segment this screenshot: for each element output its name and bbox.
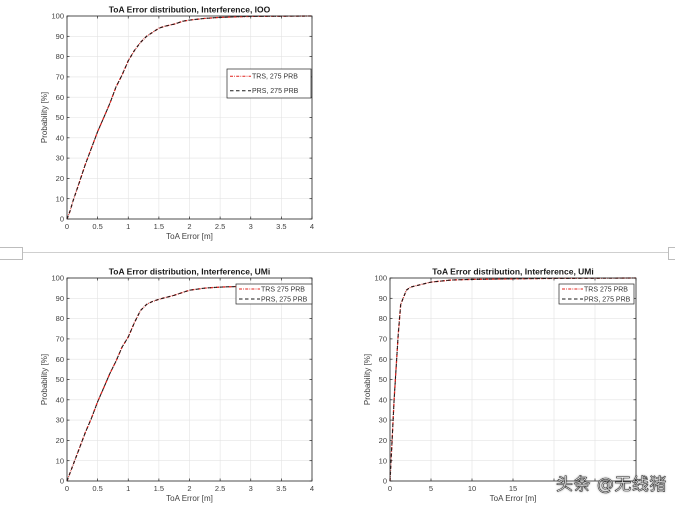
chart-title: ToA Error distribution, Interference, IO…	[109, 5, 271, 15]
y-tick-label: 20	[56, 174, 64, 183]
y-tick-label: 60	[56, 355, 64, 364]
y-tick-label: 60	[379, 355, 387, 364]
chart-umi-full: 0 5 10 15 0 10 20 30 40 50 60 70 80 90 100 ToA Error di…	[363, 267, 637, 503]
axes-frame	[389, 277, 637, 482]
x-tick-label: 3.5	[276, 222, 286, 231]
y-tick-label: 50	[56, 375, 64, 384]
y-tick-label: 60	[56, 93, 64, 102]
legend: TRS 275 PRB PRS, 275 PRB	[235, 283, 313, 305]
y-tick-label: 100	[51, 274, 64, 283]
x-tick-label: 10	[468, 484, 476, 493]
y-tick-label: 20	[379, 436, 387, 445]
x-tick-label: 2	[187, 484, 191, 493]
x-tick-label: 2	[187, 222, 191, 231]
y-tick-label: 40	[56, 133, 64, 142]
series-line-prs	[66, 284, 313, 482]
y-tick-label: 30	[56, 416, 64, 425]
y-tick-label: 90	[379, 294, 387, 303]
legend-entry: PRS, 275 PRB	[252, 88, 299, 95]
y-axis-label: Probability [%]	[40, 354, 49, 405]
x-tick-label: 1.5	[154, 222, 164, 231]
y-axis-label: Probability [%]	[40, 92, 49, 143]
x-tick-label: 0.5	[92, 222, 102, 231]
x-axis-label: ToA Error [m]	[166, 494, 213, 503]
y-tick-label: 10	[56, 194, 64, 203]
legend-entry: TRS 275 PRB	[261, 286, 305, 293]
x-tick-label: 3.5	[276, 484, 286, 493]
x-tick-label: 1	[126, 222, 130, 231]
y-tick-label: 30	[379, 416, 387, 425]
y-tick-label: 70	[379, 335, 387, 344]
y-tick-label: 90	[56, 32, 64, 41]
x-tick-label: 0.5	[92, 484, 102, 493]
y-tick-label: 70	[56, 335, 64, 344]
chart-umi-zoom: 0 0.5 1 1.5 2 2.5 3 3.5 40102030405060708090100T…	[40, 267, 314, 504]
separator-handle-left	[0, 247, 23, 260]
x-axis-label: ToA Error [m]	[166, 232, 213, 241]
x-axis-label: ToA Error [m]	[490, 494, 537, 503]
axes-frame	[66, 277, 313, 482]
y-tick-label: 70	[56, 73, 64, 82]
series-line-trs	[66, 15, 313, 220]
legend-entry: TRS, 275 PRB	[252, 74, 298, 81]
series-line-prs	[389, 277, 637, 482]
y-tick-label: 40	[379, 395, 387, 404]
x-tick-label: 0	[65, 222, 69, 231]
y-tick-label: 10	[56, 456, 64, 465]
y-tick-label: 0	[60, 477, 64, 486]
watermark: 头条 @无线猪	[556, 475, 667, 496]
y-axis-label: Probability [%]	[363, 354, 372, 405]
legend: TRS, 275 PRB PRS, 275 PRB	[226, 68, 312, 99]
x-tick-label: 3	[249, 222, 253, 231]
axis-ticks: 0 5 10 15 0 10 20 30 40 50 60 70 80 90 100	[374, 274, 637, 493]
x-tick-label: 1	[126, 484, 130, 493]
separator-handle-right	[668, 247, 675, 260]
series-line-prs	[66, 15, 313, 220]
x-tick-label: 0	[388, 484, 392, 493]
y-tick-label: 50	[379, 375, 387, 384]
x-tick-label: 1.5	[154, 484, 164, 493]
x-tick-label: 0	[65, 484, 69, 493]
chart-title: ToA Error distribution, Interference, UM…	[109, 267, 271, 277]
page-separator	[0, 252, 675, 253]
x-tick-label: 4	[310, 484, 314, 493]
y-tick-label: 100	[374, 274, 387, 283]
x-tick-label: 2.5	[215, 222, 225, 231]
y-tick-label: 0	[383, 477, 387, 486]
x-tick-label: 2.5	[215, 484, 225, 493]
x-tick-label: 5	[429, 484, 433, 493]
y-tick-label: 30	[56, 154, 64, 163]
x-tick-label: 15	[509, 484, 517, 493]
axes-frame	[66, 15, 313, 220]
y-tick-label: 80	[56, 314, 64, 323]
y-tick-label: 0	[60, 215, 64, 224]
legend-entry: PRS, 275 PRB	[584, 296, 631, 303]
y-tick-label: 90	[56, 294, 64, 303]
chart-title: ToA Error distribution, Interference, UM…	[432, 267, 594, 277]
y-tick-label: 80	[56, 52, 64, 61]
x-tick-label: 3	[249, 484, 253, 493]
y-tick-label: 50	[56, 113, 64, 122]
legend: TRS 275 PRB PRS, 275 PRB	[558, 283, 635, 305]
chart-ioo: 0 0.5 1 1.5 2 2.5 3 3.5 40102030405060708090100T…	[40, 5, 314, 242]
x-tick-label: 4	[310, 222, 314, 231]
y-tick-label: 20	[56, 436, 64, 445]
y-tick-label: 80	[379, 314, 387, 323]
y-tick-label: 100	[51, 12, 64, 21]
legend-entry: PRS, 275 PRB	[261, 296, 308, 303]
y-tick-label: 40	[56, 395, 64, 404]
legend-entry: TRS 275 PRB	[584, 286, 628, 293]
y-tick-label: 10	[379, 456, 387, 465]
